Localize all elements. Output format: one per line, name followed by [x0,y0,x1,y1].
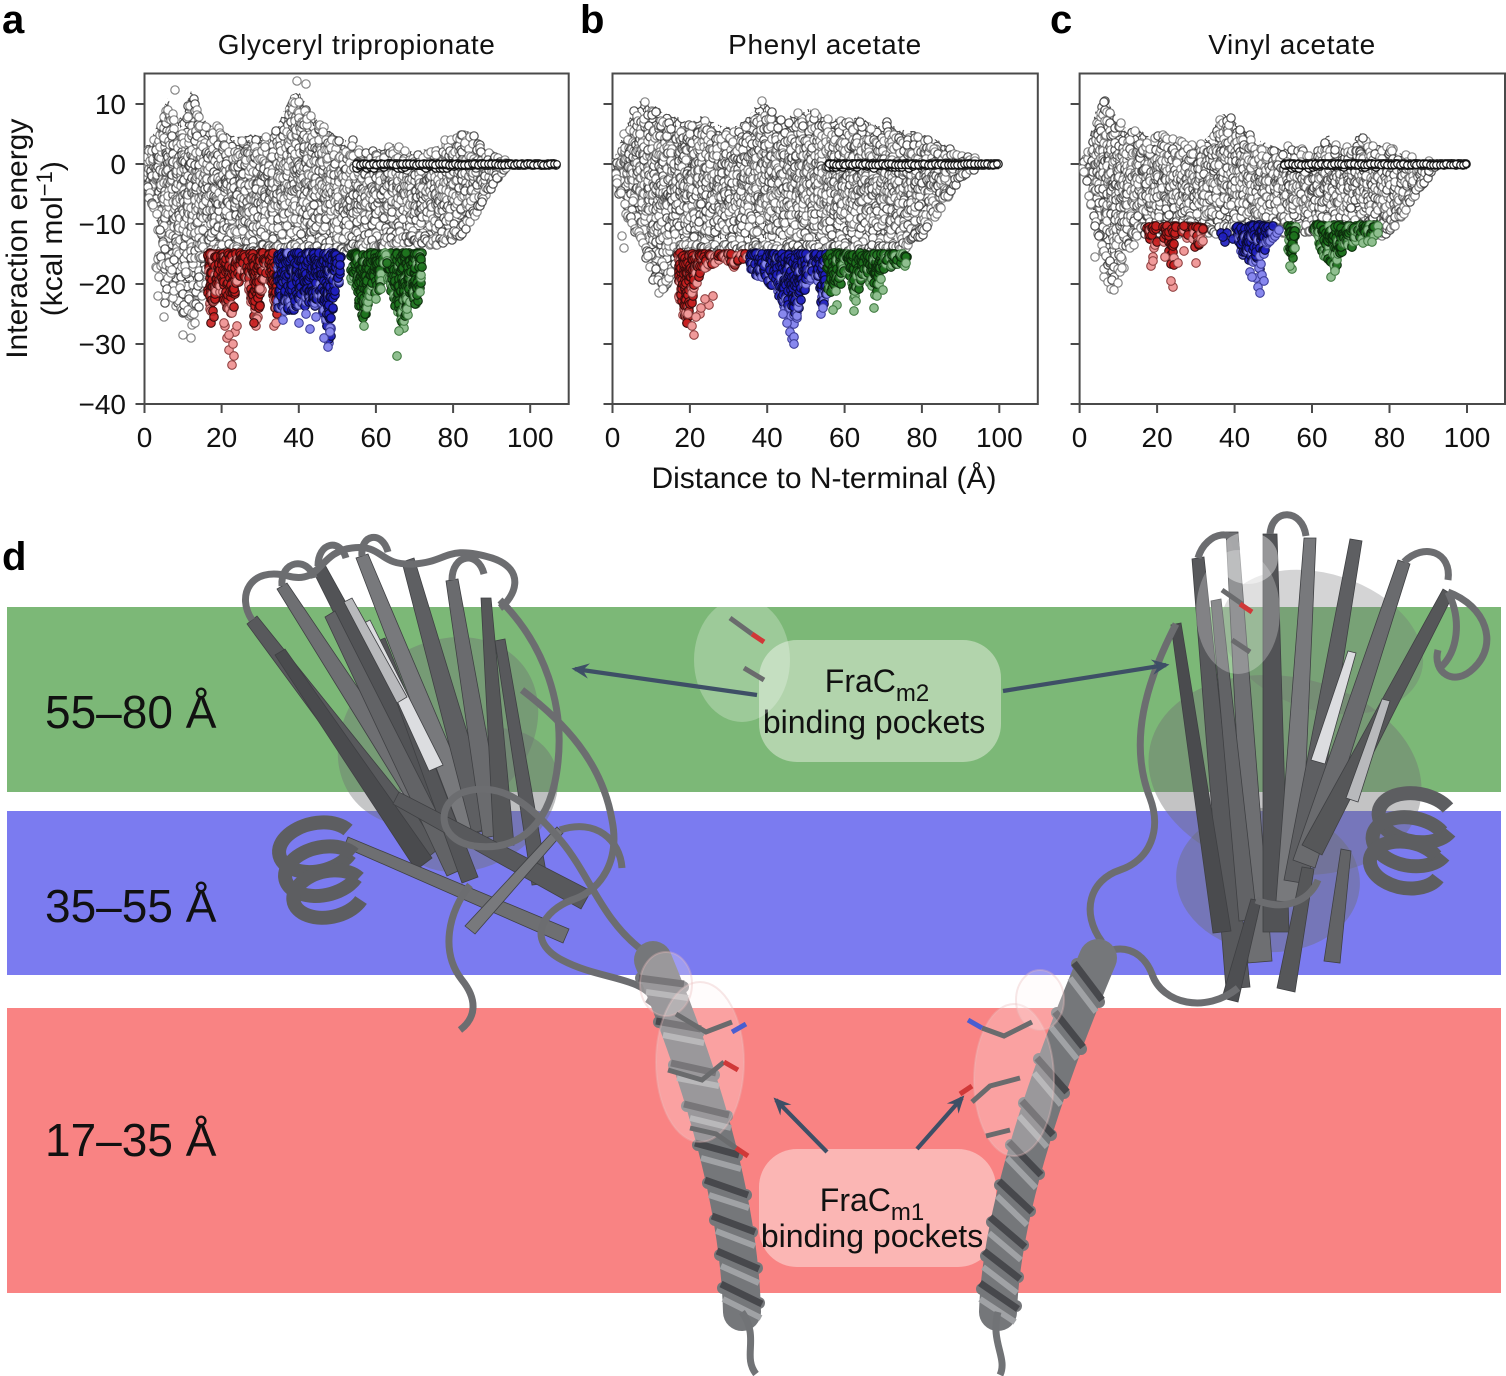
svg-text:binding pockets: binding pockets [763,704,985,740]
svg-text:0: 0 [1072,422,1088,453]
svg-text:0: 0 [137,422,153,453]
svg-text:Distance to N-terminal (Å): Distance to N-terminal (Å) [651,462,996,495]
svg-text:80: 80 [438,422,469,453]
svg-text:17–35 Å: 17–35 Å [45,1114,217,1166]
svg-text:−40: −40 [79,389,127,420]
svg-text:100: 100 [976,422,1023,453]
svg-text:−20: −20 [79,269,127,300]
svg-text:60: 60 [1296,422,1327,453]
svg-text:40: 40 [1219,422,1250,453]
svg-text:35–55 Å: 35–55 Å [45,880,217,932]
svg-text:Phenyl acetate: Phenyl acetate [728,29,922,60]
svg-text:10: 10 [95,89,126,120]
svg-text:0: 0 [605,422,621,453]
svg-text:c: c [1050,0,1072,42]
svg-text:Glyceryl tripropionate: Glyceryl tripropionate [218,29,496,60]
svg-text:100: 100 [507,422,554,453]
svg-text:20: 20 [1142,422,1173,453]
svg-text:b: b [580,0,604,42]
svg-text:binding pockets: binding pockets [761,1218,983,1254]
svg-text:a: a [2,0,25,42]
svg-text:Vinyl acetate: Vinyl acetate [1208,29,1376,60]
svg-text:100: 100 [1444,422,1491,453]
svg-text:−30: −30 [79,329,127,360]
svg-text:60: 60 [360,422,391,453]
svg-text:(kcal mol−1): (kcal mol−1) [32,161,69,316]
svg-text:60: 60 [829,422,860,453]
svg-text:Interaction energy: Interaction energy [1,119,34,359]
svg-text:40: 40 [283,422,314,453]
svg-text:20: 20 [674,422,705,453]
svg-text:80: 80 [1374,422,1405,453]
svg-text:80: 80 [906,422,937,453]
svg-text:−10: −10 [79,209,127,240]
svg-text:40: 40 [752,422,783,453]
svg-text:20: 20 [206,422,237,453]
svg-text:d: d [2,535,26,579]
svg-text:0: 0 [110,149,126,180]
svg-text:55–80 Å: 55–80 Å [45,686,217,738]
